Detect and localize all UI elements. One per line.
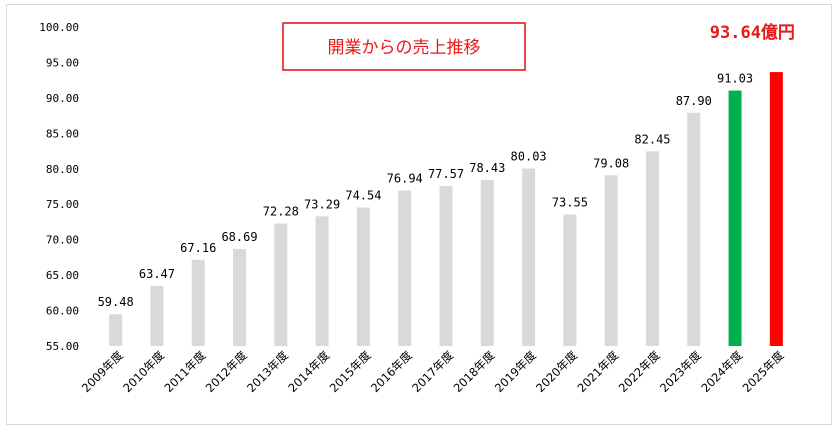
y-axis-ticks: 55.00 60.00 65.00 70.00 75.00 80.00 85.00 90.00… [39, 21, 79, 353]
y-tick-label: 100.00 [39, 21, 79, 34]
data-label: 79.08 [593, 156, 629, 170]
x-tick-label: 2024年度 [698, 348, 745, 395]
data-label: 67.16 [180, 241, 216, 255]
chart-title: 開業からの売上推移 [328, 38, 481, 58]
data-label: 59.48 [98, 295, 134, 309]
x-axis-labels: 2009年度2010年度2011年度2012年度2013年度2014年度2015… [79, 348, 787, 395]
data-label: 72.28 [263, 205, 299, 219]
bar [480, 179, 494, 346]
bar-series [109, 72, 783, 347]
x-tick-label: 2018年度 [451, 348, 498, 395]
y-tick-label: 70.00 [46, 234, 79, 247]
highlight-data-label: 93.64億円 [710, 22, 795, 43]
y-tick-label: 65.00 [46, 269, 79, 282]
data-labels: 59.48 63.47 67.16 68.69 72.28 73.29 74.54 76.94… [98, 22, 795, 309]
chart-title-box: 開業からの売上推移 [282, 22, 526, 71]
bar [522, 168, 536, 346]
x-tick-label: 2025年度 [740, 348, 787, 395]
bar [398, 190, 412, 346]
x-tick-label: 2017年度 [409, 348, 456, 395]
y-tick-label: 80.00 [46, 163, 79, 176]
y-tick-label: 75.00 [46, 198, 79, 211]
chart-frame: 開業からの売上推移 55.00 60.00 65.00 70.00 75.00 80.00… [6, 4, 832, 425]
data-label: 78.43 [469, 161, 505, 175]
data-label: 76.94 [387, 171, 423, 185]
bar [356, 207, 370, 346]
bar [604, 175, 618, 346]
data-label: 82.45 [634, 132, 670, 146]
data-label: 80.03 [511, 150, 547, 164]
bar [150, 285, 164, 346]
x-tick-label: 2014年度 [285, 348, 332, 395]
sales-bar-chart: 開業からの売上推移 55.00 60.00 65.00 70.00 75.00 80.00… [39, 21, 795, 395]
bar [233, 248, 247, 346]
bar [191, 259, 205, 346]
x-tick-label: 2021年度 [574, 348, 621, 395]
bar [645, 151, 659, 346]
x-tick-label: 2023年度 [657, 348, 704, 395]
x-tick-label: 2016年度 [368, 348, 415, 395]
y-tick-label: 55.00 [46, 340, 79, 353]
x-tick-label: 2012年度 [203, 348, 250, 395]
x-tick-label: 2013年度 [244, 348, 291, 395]
data-label: 73.29 [304, 197, 340, 211]
data-label: 63.47 [139, 267, 175, 281]
bar [687, 112, 701, 346]
x-tick-label: 2010年度 [120, 348, 167, 395]
x-tick-label: 2011年度 [161, 348, 208, 395]
y-tick-label: 85.00 [46, 127, 79, 140]
bar [563, 214, 577, 346]
bar [728, 90, 742, 346]
bar [274, 223, 288, 346]
x-tick-label: 2022年度 [616, 348, 663, 395]
data-label: 91.03 [717, 72, 753, 86]
x-tick-label: 2009年度 [79, 348, 126, 395]
bar [769, 72, 783, 347]
data-label: 68.69 [221, 230, 257, 244]
y-tick-label: 90.00 [46, 92, 79, 105]
x-tick-label: 2019年度 [492, 348, 539, 395]
y-tick-label: 60.00 [46, 305, 79, 318]
y-tick-label: 95.00 [46, 56, 79, 69]
x-tick-label: 2015年度 [327, 348, 374, 395]
data-label: 73.55 [552, 196, 588, 210]
bar [109, 314, 123, 346]
data-label: 77.57 [428, 167, 464, 181]
bar [315, 216, 329, 346]
data-label: 74.54 [345, 188, 381, 202]
bar [439, 186, 453, 346]
x-tick-label: 2020年度 [533, 348, 580, 395]
data-label: 87.90 [676, 94, 712, 108]
